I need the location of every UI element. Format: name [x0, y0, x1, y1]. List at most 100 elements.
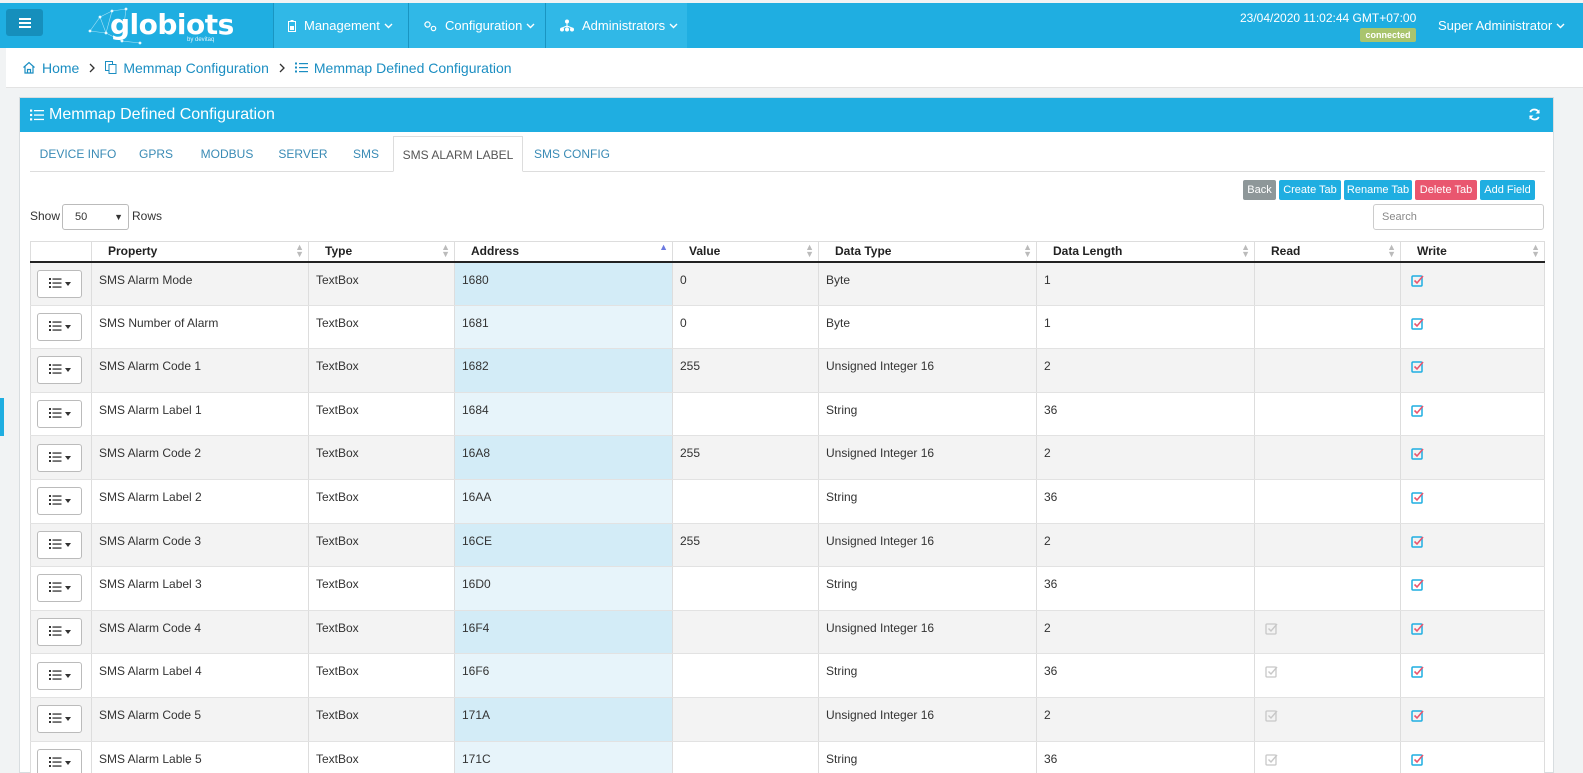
tab-server[interactable]: SERVER [278, 147, 328, 161]
cell-data-length: 36 [1036, 392, 1255, 437]
refresh-icon[interactable] [1528, 108, 1541, 121]
cell-address: 16F6 [454, 653, 673, 698]
user-menu[interactable]: Super Administrator [1438, 18, 1565, 33]
write-checkbox-icon[interactable] [1411, 361, 1424, 376]
write-checkbox-icon[interactable] [1411, 579, 1424, 594]
table-row[interactable]: SMS Alarm Code 2 TextBox 16A8 255 Unsigned I… [30, 435, 1545, 480]
row-actions-cell [30, 741, 92, 773]
cell-read [1254, 610, 1401, 655]
column-header-data-length[interactable]: Data Length ▲ ▼ [1036, 241, 1255, 263]
table-row[interactable]: SMS Alarm Label 3 TextBox 16D0 String 36 [30, 566, 1545, 611]
read-checkbox-icon[interactable] [1265, 710, 1278, 725]
write-checkbox-icon[interactable] [1411, 492, 1424, 507]
back-button[interactable]: Back [1243, 180, 1276, 200]
tab-sms-alarm-label[interactable]: SMS ALARM LABEL [393, 136, 523, 172]
read-checkbox-icon[interactable] [1265, 753, 1278, 769]
server-datetime: 23/04/2020 11:02:44 GMT+07:00 [1240, 11, 1417, 25]
create-tab-button[interactable]: Create Tab [1279, 180, 1341, 200]
caret-down-icon [64, 673, 71, 678]
column-header-write[interactable]: Write ▲ ▼ [1400, 241, 1545, 263]
write-checkbox-icon[interactable] [1411, 274, 1424, 290]
cell-type: TextBox [308, 697, 455, 742]
table-row[interactable]: SMS Alarm Code 3 TextBox 16CE 255 Unsigned I… [30, 523, 1545, 568]
globiots-logo[interactable]: globiots by devitaq [82, 3, 234, 48]
row-actions-dropdown-button[interactable] [37, 400, 82, 429]
tab-sms[interactable]: SMS [352, 147, 379, 161]
nav-management[interactable]: Management [273, 3, 408, 48]
row-actions-dropdown-button[interactable] [37, 487, 82, 516]
table-row[interactable]: SMS Alarm Label 1 TextBox 1684 String 36 [30, 392, 1545, 437]
cell-address: 171C [454, 741, 673, 773]
table-row[interactable]: SMS Number of Alarm TextBox 1681 0 Byte 1 [30, 305, 1545, 350]
table-row[interactable]: SMS Alarm Code 4 TextBox 16F4 Unsigned Inte… [30, 610, 1545, 655]
page-size-select[interactable]: 50 ▼ [62, 204, 129, 230]
cell-data-length: 36 [1036, 741, 1255, 773]
row-actions-dropdown-button[interactable] [37, 661, 82, 690]
tab-device-info[interactable]: DEVICE INFO [39, 147, 117, 161]
cell-address: 171A [454, 697, 673, 742]
tab-modbus[interactable]: MODBUS [200, 147, 254, 161]
breadcrumb-memmap-configuration[interactable]: Memmap Configuration [105, 60, 269, 76]
row-actions-dropdown-button[interactable] [37, 574, 82, 603]
cell-address: 1680 [454, 261, 673, 306]
read-checkbox-icon[interactable] [1265, 623, 1278, 638]
column-header-property[interactable]: Property ▲ ▼ [91, 241, 309, 263]
row-actions-cell [30, 261, 92, 306]
write-checkbox-icon[interactable] [1411, 448, 1424, 463]
write-checkbox-icon[interactable] [1411, 535, 1424, 551]
column-header-address[interactable]: Address ▲ [454, 241, 673, 263]
write-checkbox-icon[interactable] [1411, 405, 1424, 420]
breadcrumb-home[interactable]: Home [22, 60, 79, 76]
write-checkbox-icon[interactable] [1411, 666, 1424, 681]
nav-configuration[interactable]: Configuration [408, 3, 545, 48]
nav-administrators[interactable]: Administrators [545, 3, 687, 48]
column-header-data-type[interactable]: Data Type ▲ ▼ [818, 241, 1037, 263]
read-checkbox-icon[interactable] [1265, 666, 1278, 681]
search-input[interactable] [1373, 204, 1544, 230]
write-checkbox-icon[interactable] [1411, 710, 1424, 725]
cell-data-length: 2 [1036, 523, 1255, 568]
table-row[interactable]: SMS Alarm Code 5 TextBox 171A Unsigned Inte… [30, 697, 1545, 742]
table-row[interactable]: SMS Alarm Code 1 TextBox 1682 255 Unsigned I… [30, 348, 1545, 393]
cell-value [672, 610, 819, 655]
column-header-label: Write [1417, 244, 1447, 259]
row-actions-dropdown-button[interactable] [37, 356, 82, 385]
write-checkbox-icon[interactable] [1411, 317, 1424, 333]
tab-bar: DEVICE INFO GPRS MODBUS SERVER SMS SMS A… [30, 136, 1545, 172]
table-row[interactable]: SMS Alarm Mode TextBox 1680 0 Byte 1 [30, 261, 1545, 306]
write-checkbox-icon[interactable] [1411, 753, 1424, 769]
caret-down-icon [64, 717, 71, 722]
chevron-down-icon [526, 23, 535, 29]
table-row[interactable]: SMS Alarm Label 2 TextBox 16AA String 36 [30, 479, 1545, 524]
list-icon [48, 538, 62, 552]
write-checkbox-icon[interactable] [1411, 623, 1424, 638]
column-header-label: Read [1271, 244, 1301, 259]
list-icon [48, 756, 62, 770]
rename-tab-button[interactable]: Rename Tab [1344, 180, 1412, 200]
logo-subtitle: by devitaq [187, 37, 215, 43]
add-field-button[interactable]: Add Field [1480, 180, 1535, 200]
delete-tab-button[interactable]: Delete Tab [1415, 180, 1477, 200]
list-icon [30, 109, 44, 121]
row-actions-dropdown-button[interactable] [37, 530, 82, 559]
row-actions-dropdown-button[interactable] [37, 705, 82, 734]
cell-type: TextBox [308, 741, 455, 773]
sort-icon: ▲ ▼ [805, 242, 814, 259]
table-row[interactable]: SMS Alarm Lable 5 TextBox 171C String 36 [30, 741, 1545, 773]
caret-down-icon [64, 455, 71, 460]
tab-sms-config[interactable]: SMS CONFIG [533, 147, 610, 161]
column-header-read[interactable]: Read ▲ ▼ [1254, 241, 1401, 263]
row-actions-dropdown-button[interactable] [37, 443, 82, 472]
breadcrumb-memmap-configuration-label: Memmap Configuration [123, 59, 269, 76]
row-actions-dropdown-button[interactable] [37, 312, 82, 341]
hamburger-menu-button[interactable] [6, 9, 43, 36]
column-header-value[interactable]: Value ▲ ▼ [672, 241, 819, 263]
row-actions-dropdown-button[interactable] [37, 748, 82, 773]
tab-gprs[interactable]: GPRS [138, 147, 173, 161]
row-actions-dropdown-button[interactable] [37, 618, 82, 647]
copy-icon [105, 61, 117, 74]
sort-ascending-icon: ▲ [659, 242, 668, 252]
column-header-type[interactable]: Type ▲ ▼ [308, 241, 455, 263]
row-actions-dropdown-button[interactable] [37, 269, 82, 298]
table-row[interactable]: SMS Alarm Label 4 TextBox 16F6 String 36 [30, 653, 1545, 698]
